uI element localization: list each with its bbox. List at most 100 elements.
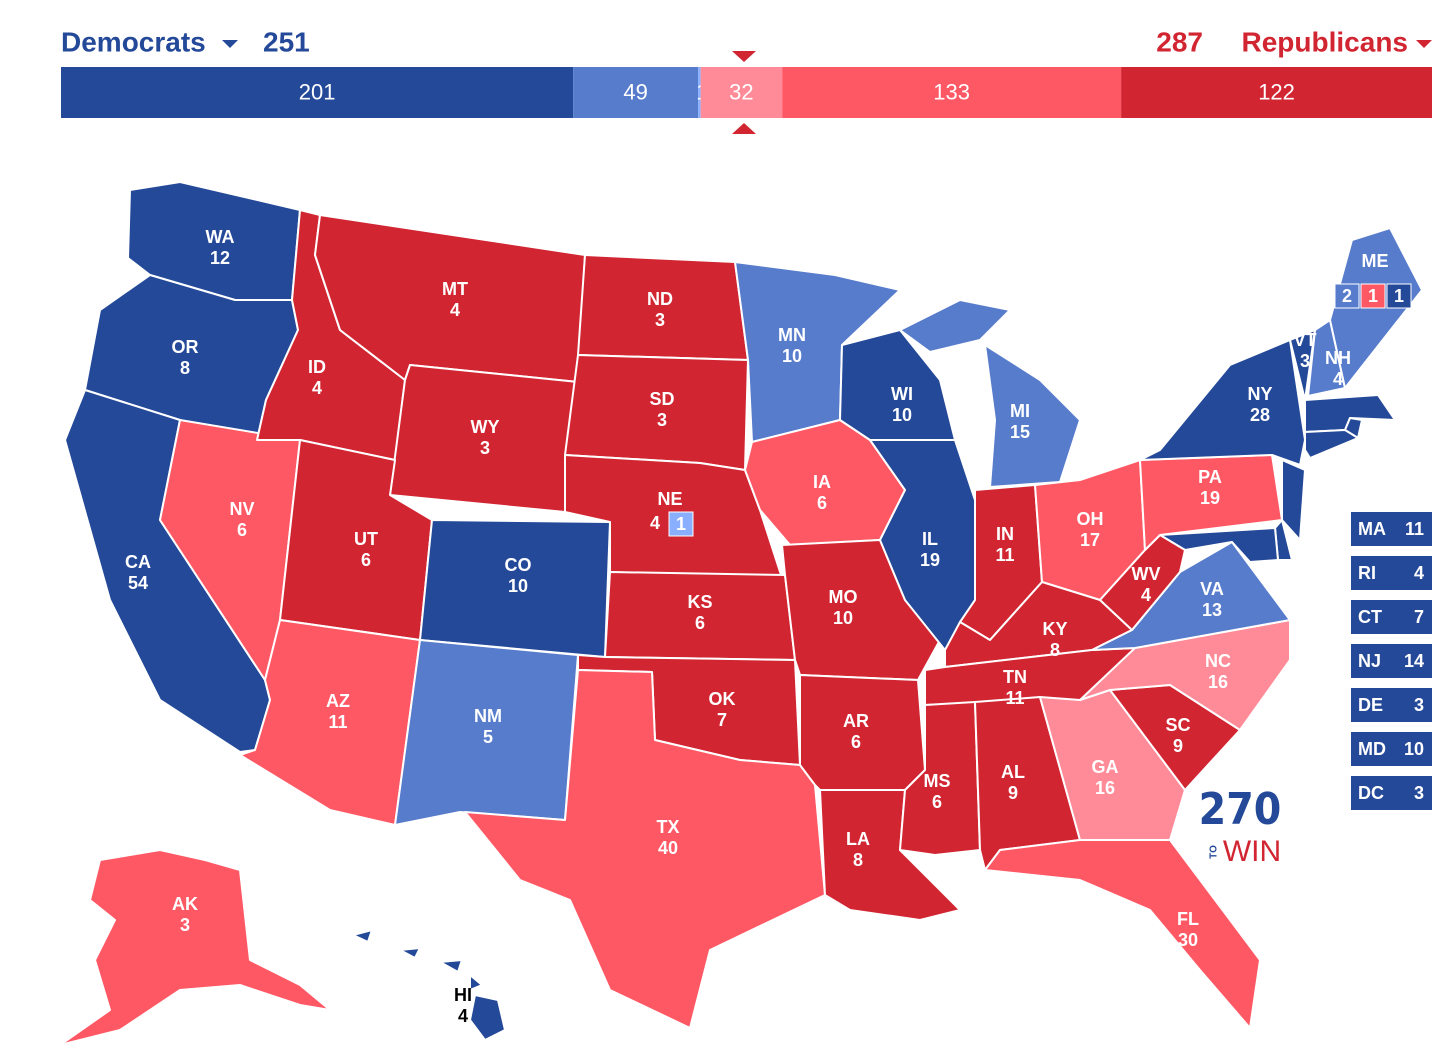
bar-segment[interactable] — [782, 67, 1122, 118]
state-abbr: ND — [647, 289, 673, 309]
district-votes: 1 — [676, 514, 686, 534]
state-abbr: IA — [813, 472, 831, 492]
state-votes: 6 — [817, 493, 827, 513]
state-abbr: NH — [1325, 348, 1351, 368]
logo: 270 TO WIN — [1199, 784, 1282, 868]
state-shape[interactable] — [1139, 339, 1306, 466]
bar-segment[interactable] — [573, 67, 699, 118]
state-abbr: WV — [1132, 564, 1161, 584]
state-abbr: AZ — [326, 691, 350, 711]
bar-segment[interactable] — [61, 67, 574, 118]
state-abbr: MO — [829, 587, 858, 607]
state-votes: 4 — [458, 1006, 468, 1026]
small-state-votes: 4 — [1414, 563, 1424, 583]
state-abbr: WI — [891, 384, 913, 404]
state-shape[interactable] — [389, 364, 579, 513]
bar-segment[interactable] — [700, 67, 783, 118]
state-votes: 9 — [1173, 736, 1183, 756]
state-shape[interactable] — [899, 299, 1011, 353]
state-shape[interactable] — [1289, 329, 1316, 401]
state-votes: 9 — [1008, 783, 1018, 803]
dem-label[interactable]: Democrats — [61, 26, 206, 57]
state-votes: 3 — [657, 410, 667, 430]
state-shape[interactable] — [984, 344, 1081, 488]
logo-number: 270 — [1199, 784, 1282, 835]
state-votes: 6 — [695, 613, 705, 633]
state-abbr: PA — [1198, 467, 1222, 487]
state-shape[interactable] — [984, 839, 1261, 1029]
state-votes: 4 — [1141, 585, 1151, 605]
state-abbr: OK — [709, 689, 736, 709]
small-state-box[interactable] — [1351, 556, 1432, 590]
state-abbr: AL — [1001, 762, 1025, 782]
state-abbr: AK — [172, 894, 198, 914]
state-votes: 12 — [210, 248, 230, 268]
district-box[interactable] — [1386, 283, 1412, 309]
district-box[interactable] — [1334, 283, 1360, 309]
state-abbr: MT — [442, 279, 468, 299]
dem-total: 251 — [263, 26, 310, 57]
small-state-box[interactable] — [1351, 776, 1432, 810]
state-abbr: FL — [1177, 909, 1199, 929]
state-votes: 28 — [1250, 405, 1270, 425]
logo-to: TO — [1209, 845, 1220, 859]
state-votes: 4 — [1333, 369, 1343, 389]
state-votes: 6 — [932, 792, 942, 812]
bar-segment-label: 201 — [299, 79, 336, 104]
state-shape[interactable] — [1304, 429, 1359, 459]
state-votes: 11 — [995, 545, 1014, 565]
small-state-box[interactable] — [1351, 688, 1432, 722]
small-state-abbr: RI — [1358, 563, 1376, 583]
state-shape[interactable] — [439, 959, 463, 973]
bar-segment[interactable] — [698, 67, 701, 118]
midpoint-marker — [732, 51, 756, 62]
state-abbr: ID — [308, 357, 326, 377]
bar-segment[interactable] — [1121, 67, 1432, 118]
state-votes: 16 — [1208, 672, 1228, 692]
small-state-abbr: MA — [1358, 519, 1386, 539]
small-state-abbr: DC — [1358, 783, 1384, 803]
state-abbr: TX — [656, 817, 679, 837]
district-box[interactable] — [668, 511, 694, 537]
state-shape[interactable] — [469, 994, 506, 1041]
district-votes: 1 — [1368, 286, 1378, 306]
small-state-box[interactable] — [1351, 600, 1432, 634]
state-shape[interactable] — [799, 674, 926, 791]
state-votes: 8 — [853, 850, 863, 870]
state-shape[interactable] — [1281, 459, 1306, 541]
state-shape[interactable] — [399, 947, 421, 959]
state-shape[interactable] — [352, 929, 373, 943]
small-state-votes: 11 — [1405, 519, 1424, 539]
state-shape[interactable] — [469, 974, 483, 991]
rep-label[interactable]: Republicans — [1242, 26, 1408, 57]
midpoint-marker — [732, 123, 756, 134]
state-abbr: OH — [1077, 509, 1104, 529]
state-votes: 11 — [328, 712, 347, 732]
state-shape[interactable] — [464, 669, 826, 1029]
state-abbr: AR — [843, 711, 869, 731]
state-shape[interactable] — [59, 849, 331, 1046]
state-abbr: IL — [922, 529, 938, 549]
dropdown-arrow[interactable] — [1416, 40, 1432, 48]
small-state-box[interactable] — [1351, 732, 1432, 766]
small-state-box[interactable] — [1351, 644, 1432, 678]
state-abbr: NV — [229, 499, 254, 519]
state-votes: 11 — [1005, 688, 1024, 708]
state-abbr: NC — [1205, 651, 1231, 671]
state-abbr: MI — [1010, 401, 1030, 421]
dropdown-arrow[interactable] — [222, 40, 238, 48]
state-abbr: NM — [474, 706, 502, 726]
state-votes: 4 — [650, 513, 660, 533]
state-votes: 3 — [180, 915, 190, 935]
district-box[interactable] — [1360, 283, 1386, 309]
state-votes: 10 — [508, 576, 528, 596]
small-state-votes: 14 — [1404, 651, 1424, 671]
state-votes: 30 — [1178, 930, 1198, 950]
state-votes: 3 — [655, 310, 665, 330]
small-state-box[interactable] — [1351, 512, 1432, 546]
small-state-abbr: MD — [1358, 739, 1386, 759]
state-abbr: KY — [1042, 619, 1067, 639]
state-abbr: VA — [1200, 579, 1224, 599]
state-votes: 3 — [1300, 351, 1310, 371]
